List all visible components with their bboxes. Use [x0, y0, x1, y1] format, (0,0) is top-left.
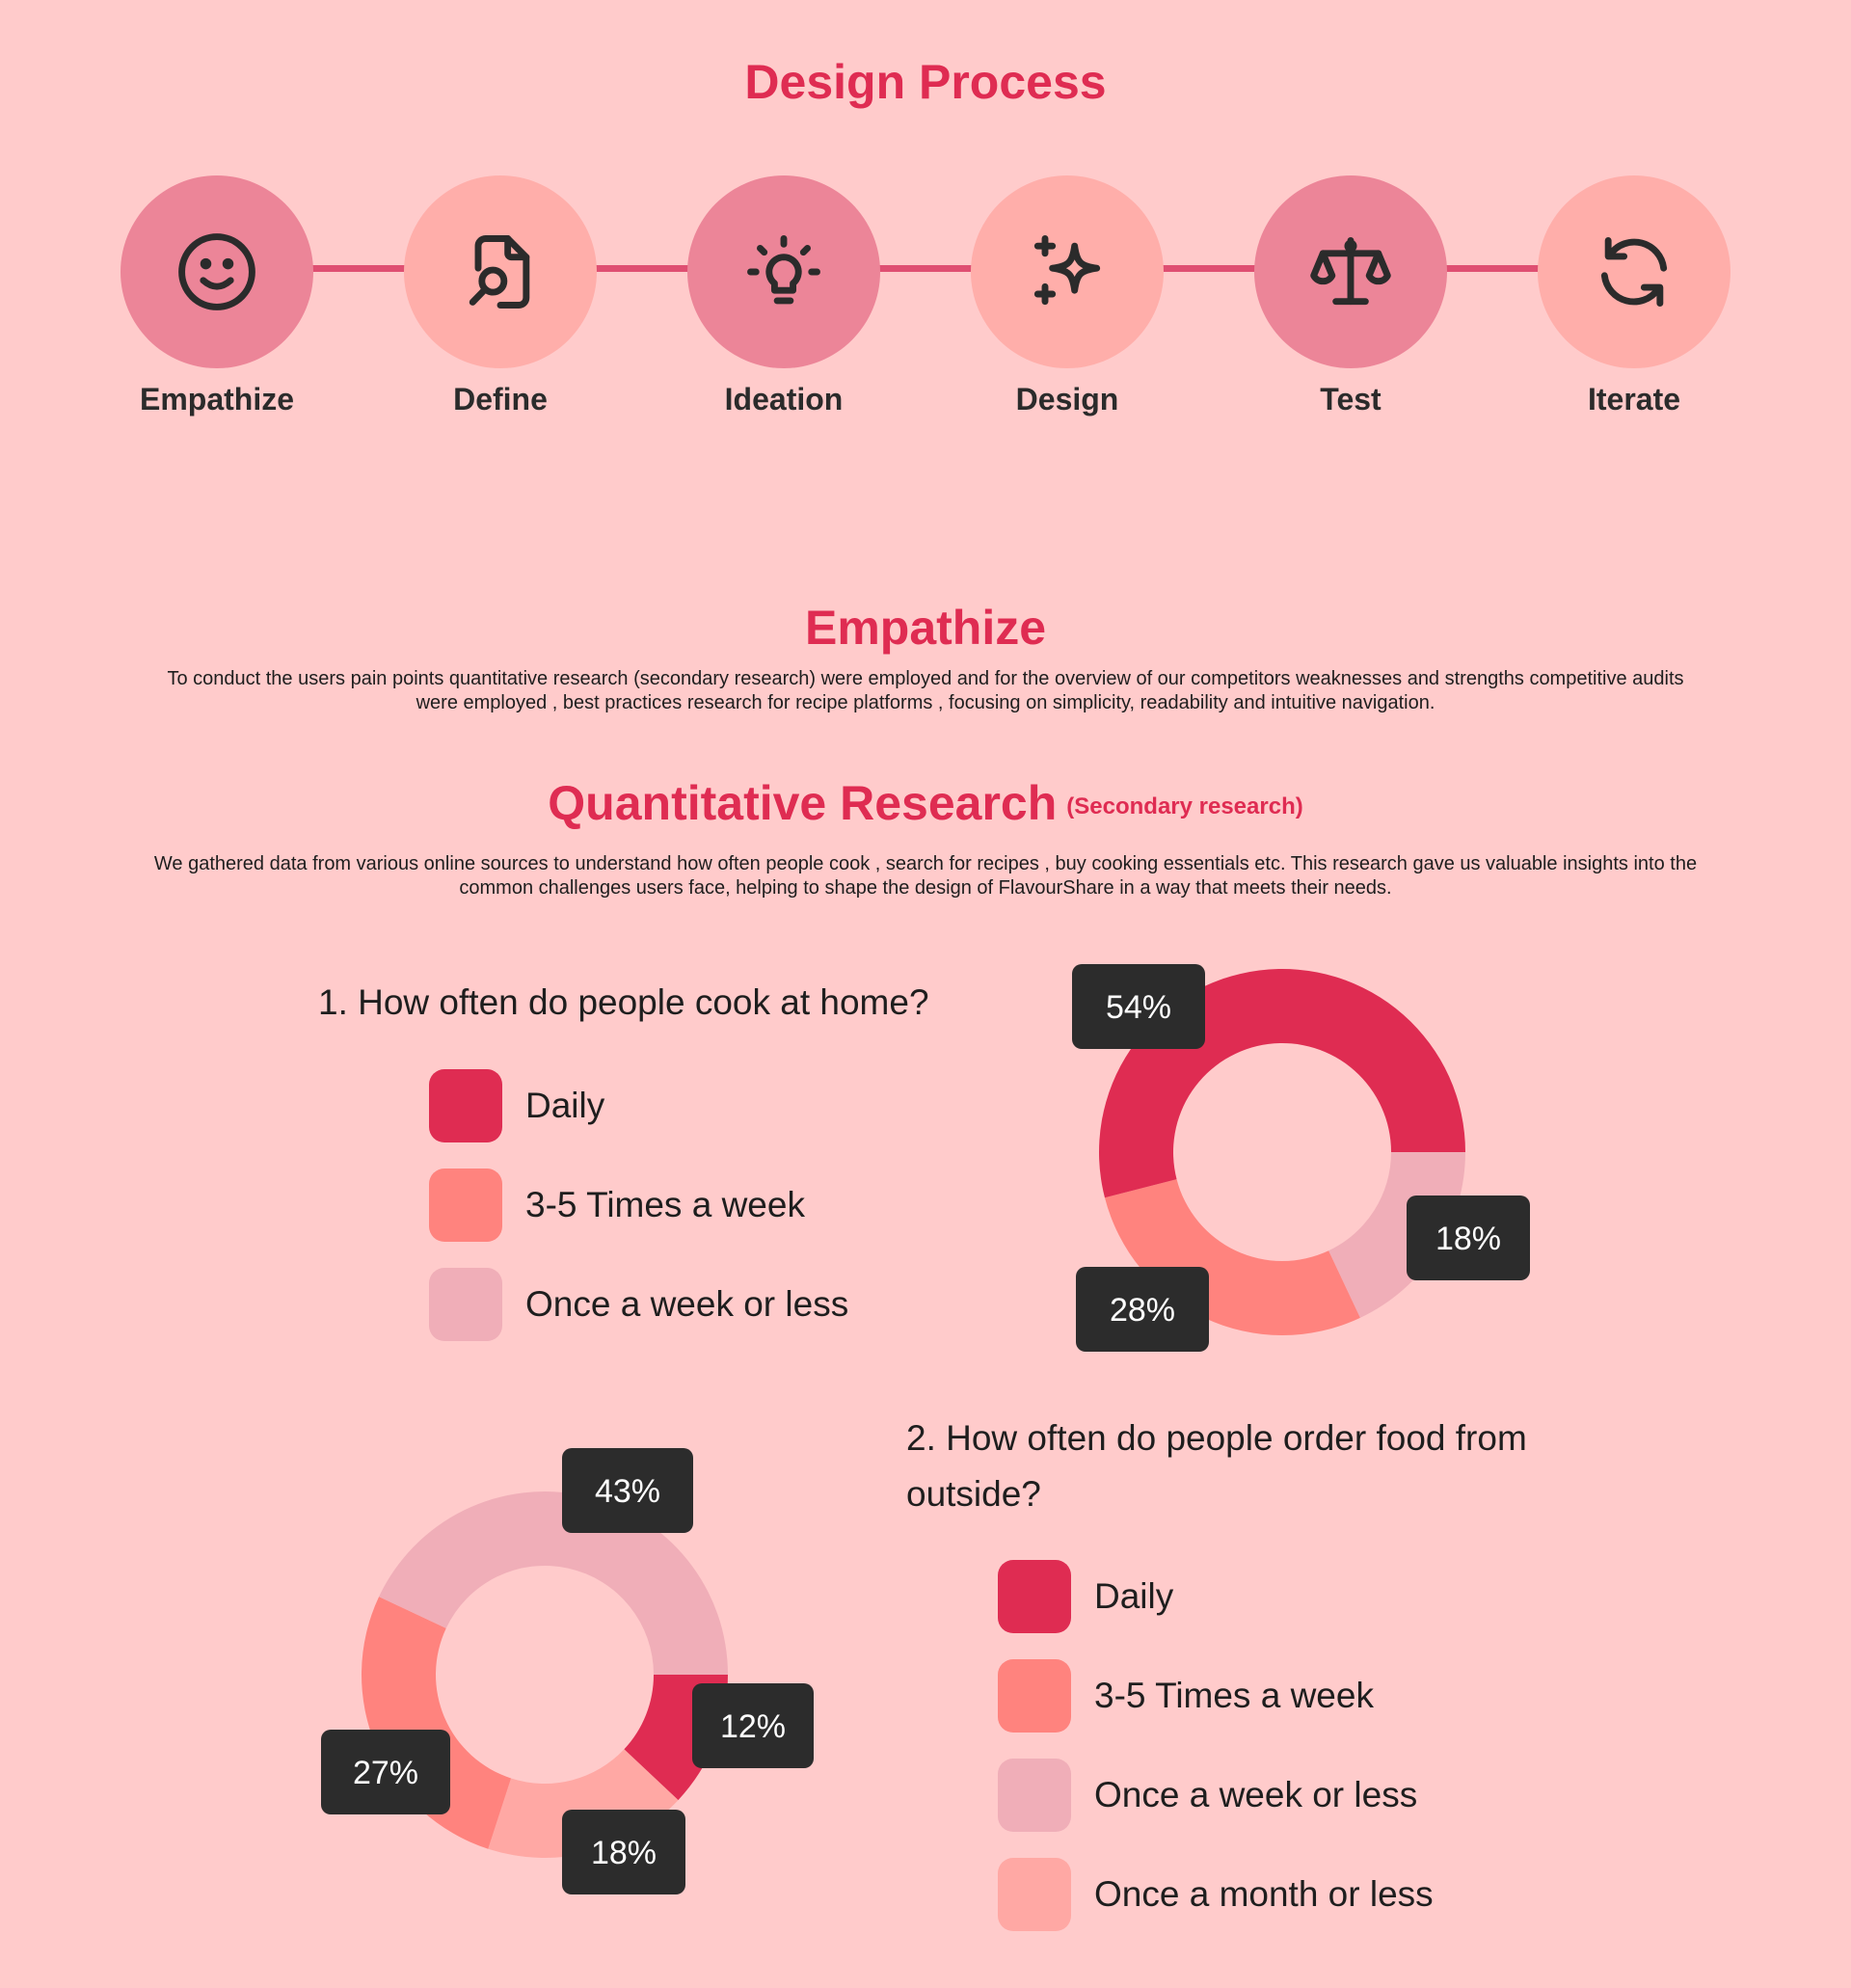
- legend-swatch: [429, 1069, 502, 1142]
- step-circle: [687, 175, 880, 368]
- step-label: Ideation: [724, 382, 844, 416]
- step-circle: [121, 175, 313, 368]
- step-design: Design: [971, 175, 1164, 417]
- step-empathize: Empathize: [121, 175, 313, 417]
- step-circle: [1254, 175, 1447, 368]
- svg-text:27%: 27%: [353, 1755, 418, 1791]
- refresh-icon: [1600, 236, 1668, 308]
- chart2-segment-once-month: [488, 1749, 679, 1858]
- svg-text:12%: 12%: [720, 1708, 786, 1745]
- step-label: Empathize: [139, 382, 295, 416]
- chart1-legend-3-5-times: 3-5 Times a week: [429, 1169, 805, 1242]
- quantitative-research-title: Quantitative Research (Secondary research…: [0, 775, 1851, 831]
- legend-swatch: [998, 1659, 1071, 1733]
- legend-label: 3-5 Times a week: [525, 1185, 805, 1224]
- empathize-description: To conduct the users pain points quantit…: [167, 668, 1684, 713]
- step-circle: [1538, 175, 1730, 368]
- legend-swatch: [429, 1268, 502, 1341]
- file-search-icon: [469, 235, 530, 309]
- chart1-tag-3-5-times: 28%: [1076, 1267, 1209, 1352]
- empathize-title: Empathize: [804, 601, 1047, 655]
- quantitative-research-heading: Quantitative Research: [548, 776, 1058, 830]
- chart1-tag-daily: 54%: [1072, 964, 1205, 1049]
- chart1-segment-3-5-times: [1104, 1179, 1360, 1336]
- sparkles-icon: [1033, 235, 1101, 306]
- chart1-question: 1. How often do people cook at home?: [318, 982, 929, 1022]
- chart2-legend-daily: Daily: [998, 1560, 1173, 1633]
- legend-swatch: [429, 1169, 502, 1242]
- step-circle: [404, 175, 597, 368]
- step-test: Test: [1254, 175, 1447, 417]
- step-label: Define: [453, 382, 548, 416]
- legend-label: Daily: [525, 1086, 605, 1125]
- chart2-segment-daily: [624, 1675, 728, 1801]
- legend-swatch: [998, 1560, 1071, 1633]
- scale-icon: [1310, 236, 1391, 306]
- smiley-icon: [178, 233, 255, 310]
- step-iterate: Iterate: [1538, 175, 1730, 417]
- svg-text:43%: 43%: [595, 1473, 660, 1510]
- legend-label: Once a week or less: [1094, 1775, 1418, 1814]
- chart1-segment-daily: [1099, 968, 1465, 1198]
- step-define: Define: [404, 175, 597, 417]
- chart2-tag-once-week: 43%: [562, 1448, 693, 1533]
- chart2-question: 2. How often do people order food from o…: [906, 1418, 1527, 1514]
- step-label: Design: [1015, 382, 1119, 416]
- lightbulb-icon: [747, 235, 820, 305]
- svg-text:28%: 28%: [1110, 1292, 1175, 1329]
- chart2-legend-once-week: Once a week or less: [998, 1759, 1417, 1832]
- step-label: Iterate: [1587, 382, 1681, 416]
- chart2-segment-once-week: [379, 1491, 728, 1675]
- legend-label: Daily: [1094, 1576, 1174, 1616]
- process-title: Design Process: [744, 55, 1107, 109]
- quantitative-research-subtitle: (Secondary research): [1066, 793, 1303, 819]
- step-label: Test: [1320, 382, 1382, 416]
- quantitative-research-description: We gathered data from various online sou…: [153, 853, 1698, 899]
- chart2-tag-3-5-times: 27%: [321, 1730, 450, 1814]
- chart1-legend-daily: Daily: [429, 1069, 604, 1142]
- legend-label: Once a month or less: [1094, 1874, 1434, 1914]
- svg-text:18%: 18%: [591, 1835, 657, 1871]
- chart1-legend-once-week: Once a week or less: [429, 1268, 848, 1341]
- step-circle: [971, 175, 1164, 368]
- process-connector-line: [217, 265, 1634, 272]
- legend-swatch: [998, 1759, 1071, 1832]
- legend-swatch: [998, 1858, 1071, 1931]
- chart2-tag-daily: 12%: [692, 1683, 814, 1768]
- svg-text:54%: 54%: [1106, 989, 1171, 1026]
- legend-label: Once a week or less: [525, 1284, 849, 1324]
- chart2-legend-once-month: Once a month or less: [998, 1858, 1434, 1931]
- chart2-segment-3-5-times: [362, 1597, 512, 1849]
- legend-label: 3-5 Times a week: [1094, 1676, 1374, 1715]
- svg-text:18%: 18%: [1435, 1221, 1501, 1257]
- step-ideation: Ideation: [687, 175, 880, 417]
- chart1-segment-once-week: [1328, 1152, 1465, 1318]
- chart2-legend-3-5-times: 3-5 Times a week: [998, 1659, 1374, 1733]
- chart2-tag-once-month: 18%: [562, 1810, 685, 1894]
- chart1-tag-once-week: 18%: [1407, 1195, 1530, 1280]
